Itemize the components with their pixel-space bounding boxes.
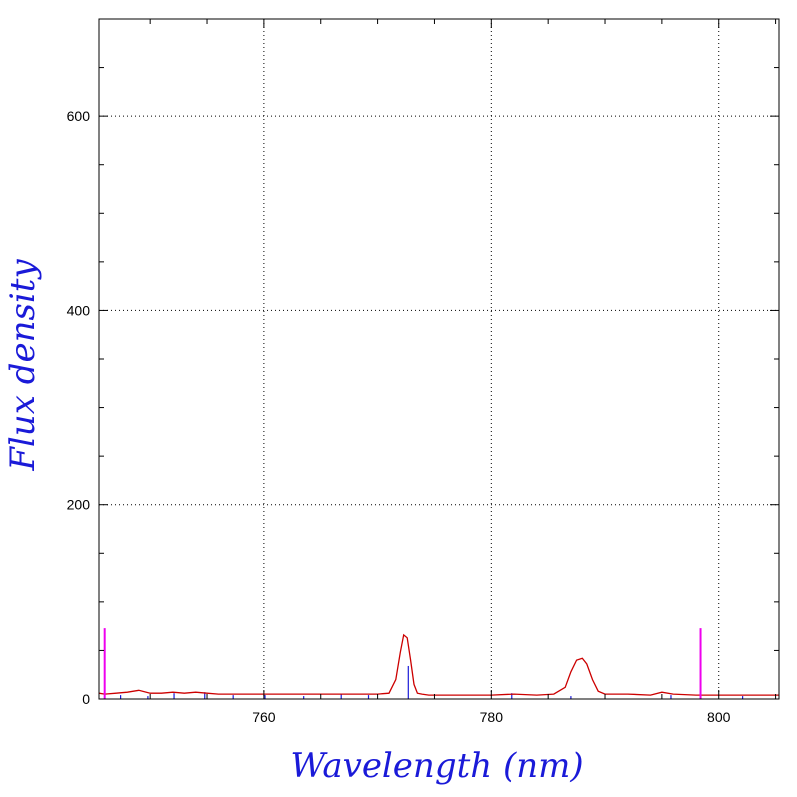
x-tick-label: 760 <box>252 709 276 725</box>
grid-lines <box>99 19 779 699</box>
x-tick-label: 780 <box>480 709 504 725</box>
x-tick-labels: 760 780 800 <box>252 709 730 725</box>
spectrum-line <box>98 633 779 696</box>
y-axis-title: Flux density <box>3 259 43 472</box>
x-axis-title: Wavelength (nm) <box>290 746 583 786</box>
y-tick-label: 400 <box>67 302 91 318</box>
y-tick-label: 0 <box>82 691 90 707</box>
y-tick-label: 200 <box>67 497 91 513</box>
chart-marks <box>98 628 779 699</box>
y-tick-labels: 0 200 400 600 <box>67 108 91 707</box>
plot-frame <box>98 18 780 700</box>
axis-ticks <box>99 19 779 699</box>
x-tick-label: 800 <box>707 709 731 725</box>
y-tick-label: 600 <box>67 108 91 124</box>
